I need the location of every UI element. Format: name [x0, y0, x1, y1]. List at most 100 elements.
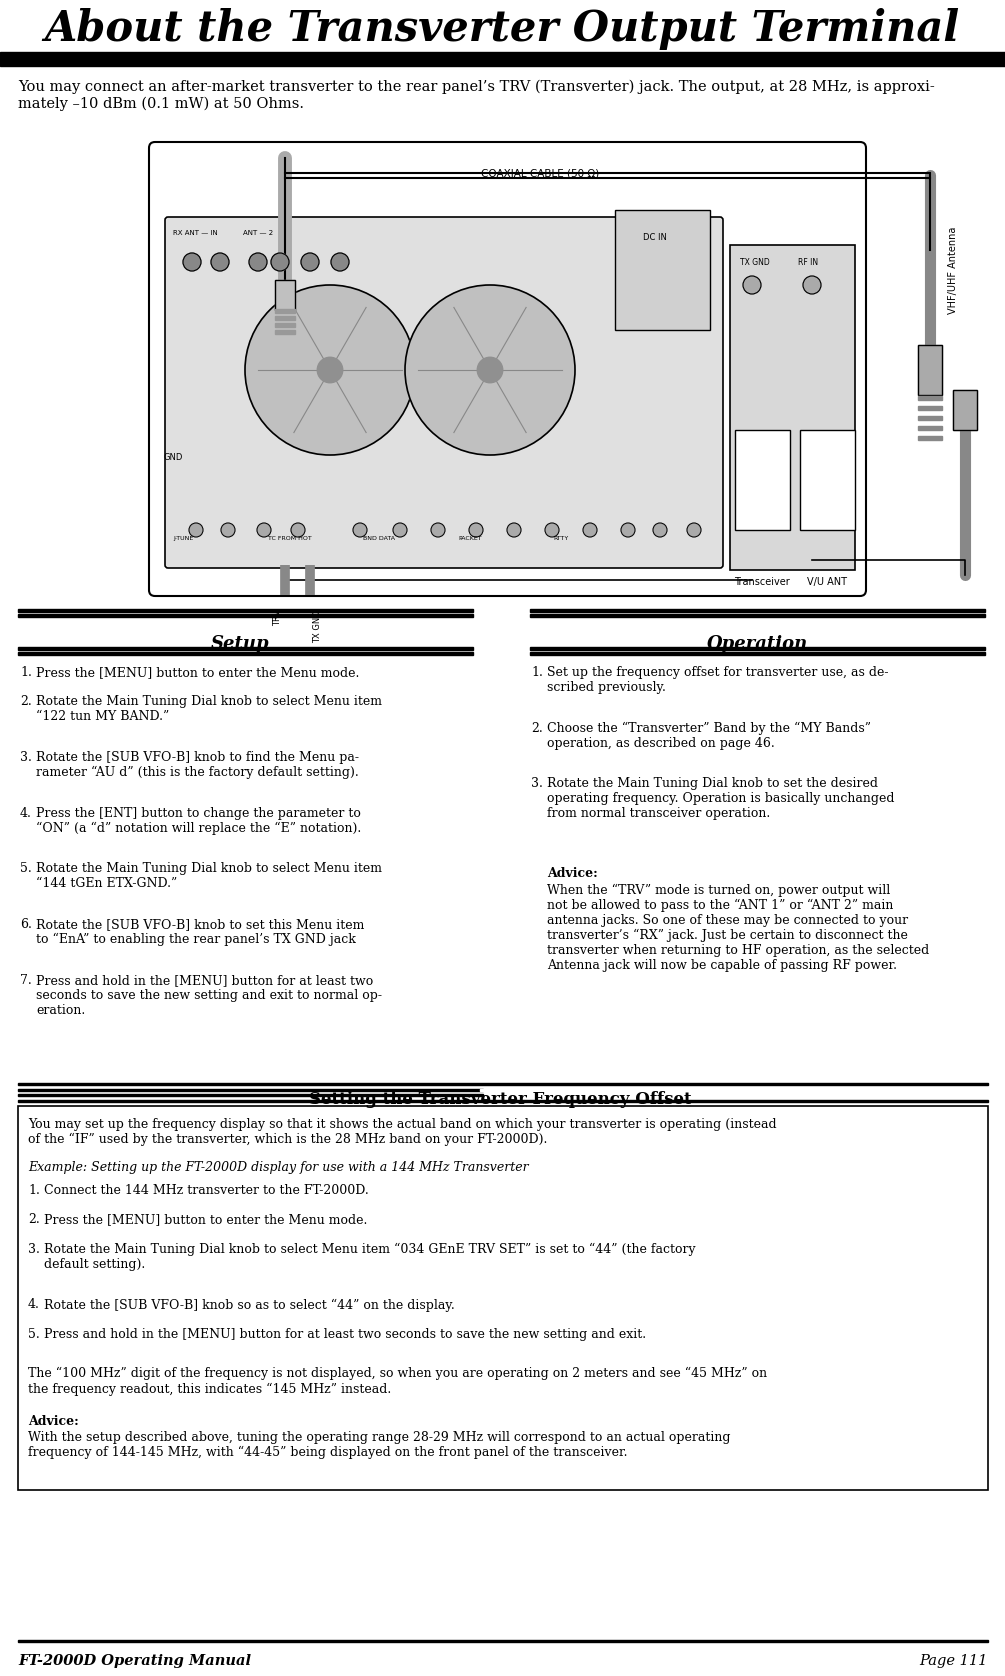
Circle shape [221, 523, 235, 536]
Text: Example: Setting up the FT-2000D display for use with a 144 MHz Transverter: Example: Setting up the FT-2000D display… [28, 1161, 529, 1173]
Bar [275, 308, 295, 313]
Text: TC FROM HOT: TC FROM HOT [268, 536, 312, 541]
Circle shape [621, 523, 635, 536]
Text: TRV: TRV [273, 610, 282, 627]
Bar [18, 1106, 988, 1490]
FancyBboxPatch shape [149, 142, 866, 597]
Text: Connect the 144 MHz transverter to the FT-2000D.: Connect the 144 MHz transverter to the F… [44, 1183, 369, 1197]
Circle shape [318, 357, 343, 382]
Bar [730, 245, 855, 570]
Text: Rotate the Main Tuning Dial knob to select Menu item “034 GEnE TRV SET” is set t: Rotate the Main Tuning Dial knob to sele… [44, 1242, 695, 1270]
Bar [918, 436, 942, 441]
Text: 2.: 2. [20, 696, 32, 709]
Text: ANT — 2: ANT — 2 [243, 230, 273, 236]
Circle shape [405, 285, 575, 454]
Circle shape [431, 523, 445, 536]
Bar [530, 647, 985, 650]
Circle shape [803, 277, 821, 293]
Bar [953, 391, 977, 431]
Bar [18, 652, 473, 655]
Text: 5.: 5. [28, 1327, 40, 1341]
Text: 3.: 3. [28, 1242, 40, 1255]
Circle shape [393, 523, 407, 536]
Text: About the Transverter Output Terminal: About the Transverter Output Terminal [44, 8, 960, 50]
Text: Setup: Setup [211, 635, 269, 654]
Circle shape [245, 285, 415, 454]
Bar [18, 1088, 483, 1091]
Circle shape [211, 253, 229, 272]
Bar [918, 396, 942, 401]
Text: RTTY: RTTY [553, 536, 568, 541]
Text: Press and hold in the [MENU] button for at least two seconds to save the new set: Press and hold in the [MENU] button for … [44, 1327, 646, 1341]
Circle shape [687, 523, 701, 536]
Text: 5.: 5. [20, 863, 32, 875]
Text: 2.: 2. [532, 722, 543, 734]
Text: Advice:: Advice: [28, 1415, 78, 1428]
Text: Rotate the [SUB VFO-B] knob to find the Menu pa-
rameter “AU d” (this is the fac: Rotate the [SUB VFO-B] knob to find the … [36, 751, 359, 779]
Text: When the “TRV” mode is turned on, power output will
not be allowed to pass to th: When the “TRV” mode is turned on, power … [547, 883, 930, 972]
Bar [615, 210, 710, 330]
Bar [530, 652, 985, 655]
Text: You may set up the frequency display so that it shows the actual band on which y: You may set up the frequency display so … [28, 1118, 777, 1146]
Circle shape [653, 523, 667, 536]
Text: Press the [ENT] button to change the parameter to
“ON” (a “d” notation will repl: Press the [ENT] button to change the par… [36, 806, 361, 835]
Circle shape [545, 523, 559, 536]
Bar [18, 1099, 988, 1103]
Circle shape [291, 523, 305, 536]
Circle shape [257, 523, 271, 536]
Circle shape [507, 523, 521, 536]
Text: Rotate the [SUB VFO-B] knob to set this Menu item
to “EnA” to enabling the rear : Rotate the [SUB VFO-B] knob to set this … [36, 918, 365, 947]
Text: 6.: 6. [20, 918, 32, 932]
Bar [918, 416, 942, 421]
Text: 4.: 4. [20, 806, 32, 820]
Text: RF IN: RF IN [798, 258, 818, 266]
Text: Press the [MENU] button to enter the Menu mode.: Press the [MENU] button to enter the Men… [36, 665, 360, 679]
Bar [275, 330, 295, 334]
Text: The “100 MHz” digit of the frequency is not displayed, so when you are operating: The “100 MHz” digit of the frequency is … [28, 1368, 767, 1396]
Text: RX ANT — IN: RX ANT — IN [173, 230, 218, 236]
Circle shape [743, 277, 761, 293]
Bar [18, 1093, 483, 1096]
Text: 1.: 1. [20, 665, 32, 679]
Text: J-TUNE: J-TUNE [173, 536, 193, 541]
Text: Set up the frequency offset for transverter use, as de-
scribed previously.: Set up the frequency offset for transver… [547, 665, 888, 694]
Circle shape [271, 253, 289, 272]
Text: Transceiver: Transceiver [734, 577, 790, 587]
Text: VHF/UHF Antenna: VHF/UHF Antenna [948, 226, 958, 313]
Text: 3.: 3. [20, 751, 32, 764]
Bar [275, 280, 295, 310]
Bar [275, 323, 295, 327]
Text: Press the [MENU] button to enter the Menu mode.: Press the [MENU] button to enter the Men… [44, 1213, 368, 1227]
Bar [530, 615, 985, 617]
Text: You may connect an after-market transverter to the rear panel’s TRV (Transverter: You may connect an after-market transver… [18, 80, 935, 111]
Text: Rotate the [SUB VFO-B] knob so as to select “44” on the display.: Rotate the [SUB VFO-B] knob so as to sel… [44, 1299, 454, 1312]
Text: Choose the “Transverter” Band by the “MY Bands”
operation, as described on page : Choose the “Transverter” Band by the “MY… [547, 722, 871, 749]
Circle shape [477, 357, 502, 382]
Text: V/U ANT: V/U ANT [807, 577, 847, 587]
Bar [918, 345, 942, 396]
Bar [480, 1088, 487, 1091]
Text: 2.: 2. [28, 1213, 40, 1227]
Circle shape [183, 253, 201, 272]
Text: Rotate the Main Tuning Dial knob to select Menu item
“122 tun MY BAND.”: Rotate the Main Tuning Dial knob to sele… [36, 696, 382, 724]
Bar [18, 1639, 988, 1642]
Circle shape [249, 253, 267, 272]
Text: Setting the Transverter Frequency Offset: Setting the Transverter Frequency Offset [309, 1091, 691, 1108]
Bar [953, 391, 977, 431]
Text: Rotate the Main Tuning Dial knob to set the desired
operating frequency. Operati: Rotate the Main Tuning Dial knob to set … [547, 778, 894, 820]
Text: Rotate the Main Tuning Dial knob to select Menu item
“144 tGEn ETX-GND.”: Rotate the Main Tuning Dial knob to sele… [36, 863, 382, 890]
Bar [918, 426, 942, 431]
Text: TX GND: TX GND [740, 258, 770, 266]
Text: Advice:: Advice: [547, 868, 598, 880]
Bar [18, 647, 473, 650]
Text: BND DATA: BND DATA [363, 536, 395, 541]
Text: 4.: 4. [28, 1299, 40, 1311]
Bar [530, 610, 985, 612]
Text: 1.: 1. [28, 1183, 40, 1197]
Circle shape [469, 523, 483, 536]
Bar [275, 317, 295, 320]
Text: GND: GND [163, 453, 182, 463]
Text: Page 111: Page 111 [920, 1654, 988, 1668]
FancyBboxPatch shape [165, 216, 723, 568]
Bar [18, 1083, 988, 1084]
